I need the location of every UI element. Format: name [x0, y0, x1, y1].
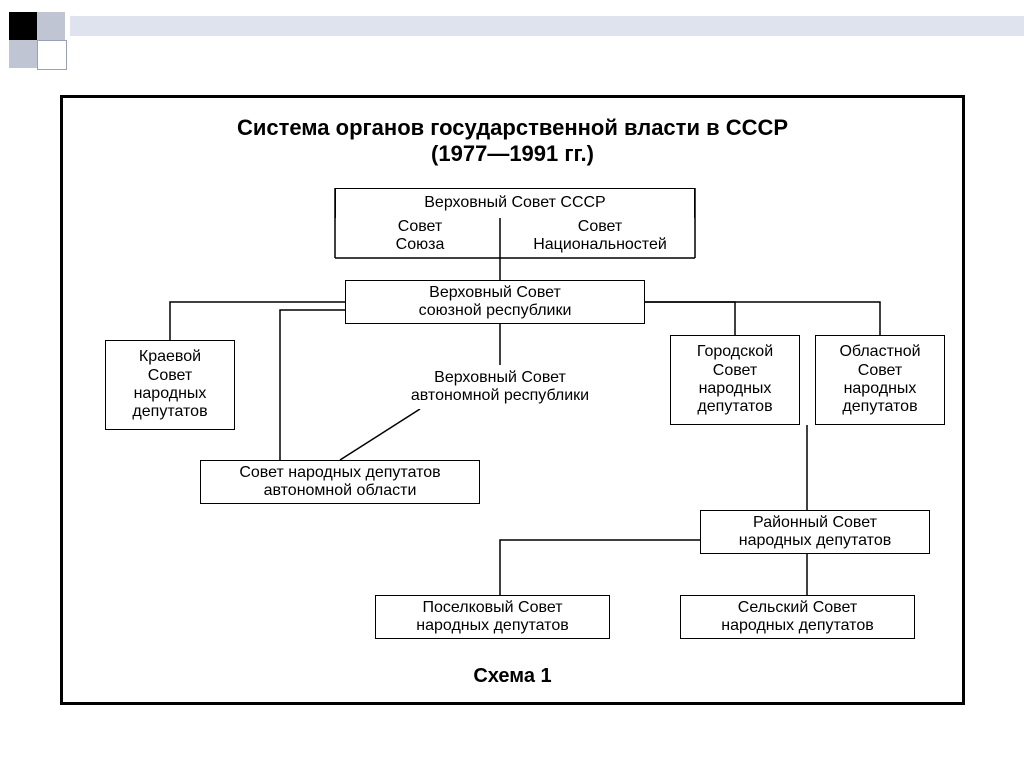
label-sovet-natsionalnostey: Совет Национальностей: [515, 218, 685, 258]
node-autonomous-republic: Верховный Совет автономной республики: [380, 365, 620, 409]
node-krai-soviet: Краевой Совет народных депутатов: [105, 340, 235, 430]
node-oblast-soviet: Областной Совет народных депутатов: [815, 335, 945, 425]
node-settlement-soviet: Поселковый Совет народных депутатов: [375, 595, 610, 639]
node-supreme-ussr-label: Верховный Совет СССР: [424, 194, 605, 212]
diagram-caption: Схема 1: [60, 665, 965, 688]
node-supreme-ussr: Верховный Совет СССР: [335, 188, 695, 218]
node-raion-soviet: Районный Совет народных депутатов: [700, 510, 930, 554]
node-village-soviet: Сельский Совет народных депутатов: [680, 595, 915, 639]
node-supreme-union-republic: Верховный Совет союзной республики: [345, 280, 645, 324]
node-autonomous-oblast: Совет народных депутатов автономной обла…: [200, 460, 480, 504]
node-city-soviet: Городской Совет народных депутатов: [670, 335, 800, 425]
label-sovet-soyuza: Совет Союза: [365, 218, 475, 258]
